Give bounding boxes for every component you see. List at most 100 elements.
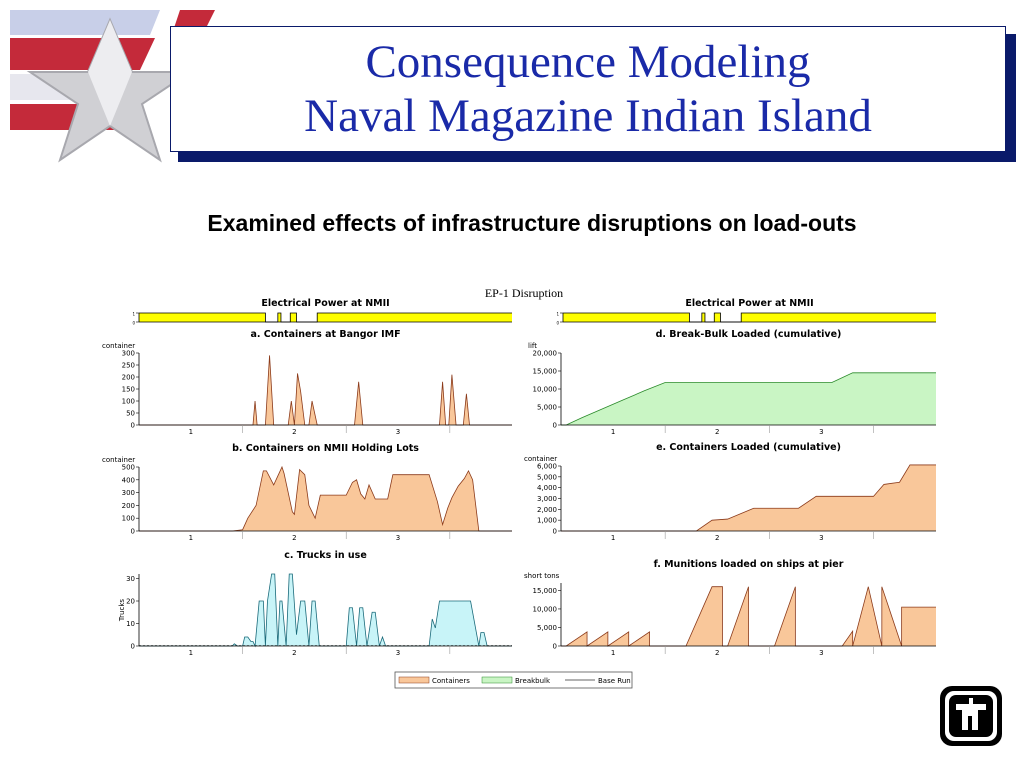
series-area <box>139 313 512 322</box>
y-tick-label: 1,000 <box>537 517 557 525</box>
chart-c: c. Trucks in use 0 10 20 30 1 2 3 Trucks <box>118 550 512 657</box>
y-tick-label: 10,000 <box>533 605 558 613</box>
series-line <box>561 586 936 647</box>
y-tick-label: 100 <box>122 515 135 523</box>
x-tick-label: 2 <box>715 534 719 542</box>
legend-label-baserun: Base Run <box>598 677 631 685</box>
series-line <box>139 355 512 426</box>
y-tick-label: 200 <box>122 502 135 510</box>
figure-title: EP-1 Disruption <box>485 286 563 300</box>
y-tick-label: 2,000 <box>537 506 557 514</box>
title-box: Consequence Modeling Naval Magazine Indi… <box>170 26 1006 152</box>
x-tick-label: 2 <box>715 428 719 436</box>
x-tick-label: 3 <box>396 649 400 657</box>
y-tick-label: 0 <box>553 528 557 536</box>
y-axis-label: lift <box>528 342 537 350</box>
x-tick-label: 1 <box>189 534 193 542</box>
x-tick-label: 2 <box>292 428 296 436</box>
chart-b: b. Containers on NMII Holding Lots 0 100 20… <box>102 443 512 542</box>
y-tick-label: 4,000 <box>537 484 557 492</box>
x-tick-label: 1 <box>189 428 193 436</box>
chart-title: c. Trucks in use <box>284 550 367 561</box>
series-area <box>563 313 936 322</box>
y-tick-label: 0 <box>131 422 135 430</box>
y-tick-label: 100 <box>122 398 135 406</box>
chart-title: d. Break-Bulk Loaded (cumulative) <box>656 329 842 340</box>
y-tick-label: 15,000 <box>533 368 558 376</box>
x-tick-label: 3 <box>819 649 823 657</box>
y-tick-label: 200 <box>122 374 135 382</box>
series-line <box>139 573 512 648</box>
series-area <box>139 574 512 646</box>
page-title-line2: Naval Magazine Indian Island <box>304 90 872 142</box>
y-tick-label: 250 <box>122 362 135 370</box>
y-tick-label: 10,000 <box>533 386 558 394</box>
x-tick-label: 1 <box>189 649 193 657</box>
chart-powerL: Electrical Power at NMII 0 1 <box>132 298 512 326</box>
y-tick-label: 30 <box>126 575 135 583</box>
chart-title: b. Containers on NMII Holding Lots <box>232 443 419 454</box>
series-line <box>561 372 936 426</box>
legend-box <box>394 671 633 689</box>
legend-swatch-breakbulk <box>481 676 513 684</box>
series-line <box>139 465 512 532</box>
legend-label-containers: Containers <box>432 677 470 685</box>
y-tick-label: 1 <box>132 312 135 317</box>
chart-e: e. Containers Loaded (cumulative) 0 1,000 2… <box>524 442 936 542</box>
y-tick-label: 0 <box>553 422 557 430</box>
y-tick-label: 400 <box>122 476 135 484</box>
y-tick-label: 15,000 <box>533 587 558 595</box>
y-tick-label: 0 <box>556 321 559 326</box>
x-tick-label: 3 <box>819 428 823 436</box>
sandia-thunderbird-logo-icon <box>938 684 1004 748</box>
slide-subtitle: Examined effects of infrastructure disru… <box>207 210 857 236</box>
page-title-line1: Consequence Modeling <box>365 36 811 88</box>
y-tick-label: 3,000 <box>537 495 557 503</box>
y-axis-label: container <box>524 455 557 463</box>
x-tick-label: 1 <box>611 534 615 542</box>
x-tick-label: 2 <box>292 649 296 657</box>
y-axis-label: container <box>102 342 135 350</box>
y-tick-label: 5,000 <box>537 624 557 632</box>
chart-a: a. Containers at Bangor IMF 0 50 100 150 200 2… <box>102 329 512 436</box>
y-tick-label: 300 <box>122 350 135 358</box>
y-tick-label: 1 <box>556 312 559 317</box>
series-area <box>139 355 512 425</box>
y-axis-label: container <box>102 456 135 464</box>
flag-star-logo-icon <box>0 0 220 200</box>
y-tick-label: 20,000 <box>533 350 558 358</box>
chart-f: f. Munitions loaded on ships at pier 0 5,0… <box>524 559 936 657</box>
x-tick-label: 2 <box>715 649 719 657</box>
y-axis-label: short tons <box>524 572 560 580</box>
series-area <box>561 464 936 531</box>
y-tick-label: 0 <box>131 528 135 536</box>
y-tick-label: 0 <box>131 643 135 651</box>
legend-label-breakbulk: Breakbulk <box>515 677 551 685</box>
y-tick-label: 300 <box>122 489 135 497</box>
y-tick-label: 500 <box>122 464 135 472</box>
y-tick-label: 0 <box>132 321 135 326</box>
x-tick-label: 1 <box>611 649 615 657</box>
y-tick-label: 6,000 <box>537 463 557 471</box>
series-line <box>561 464 936 532</box>
legend-swatch-containers <box>398 676 430 684</box>
y-tick-label: 0 <box>553 643 557 651</box>
chart-title: a. Containers at Bangor IMF <box>250 329 400 340</box>
chart-title: f. Munitions loaded on ships at pier <box>654 559 844 570</box>
y-tick-label: 50 <box>126 410 135 418</box>
chart-legend: Containers Breakbulk Base Run <box>394 671 633 689</box>
x-tick-label: 2 <box>292 534 296 542</box>
chart-title: Electrical Power at NMII <box>261 298 389 309</box>
y-tick-label: 5,000 <box>537 404 557 412</box>
series-area <box>561 372 936 425</box>
chart-powerR: Electrical Power at NMII 0 1 <box>556 298 936 326</box>
x-tick-label: 1 <box>611 428 615 436</box>
series-area <box>139 467 512 531</box>
chart-title: e. Containers Loaded (cumulative) <box>656 442 841 453</box>
chart-title: Electrical Power at NMII <box>685 298 813 309</box>
y-tick-label: 20 <box>126 598 135 606</box>
y-tick-label: 5,000 <box>537 473 557 481</box>
x-tick-label: 3 <box>396 534 400 542</box>
x-tick-label: 3 <box>396 428 400 436</box>
